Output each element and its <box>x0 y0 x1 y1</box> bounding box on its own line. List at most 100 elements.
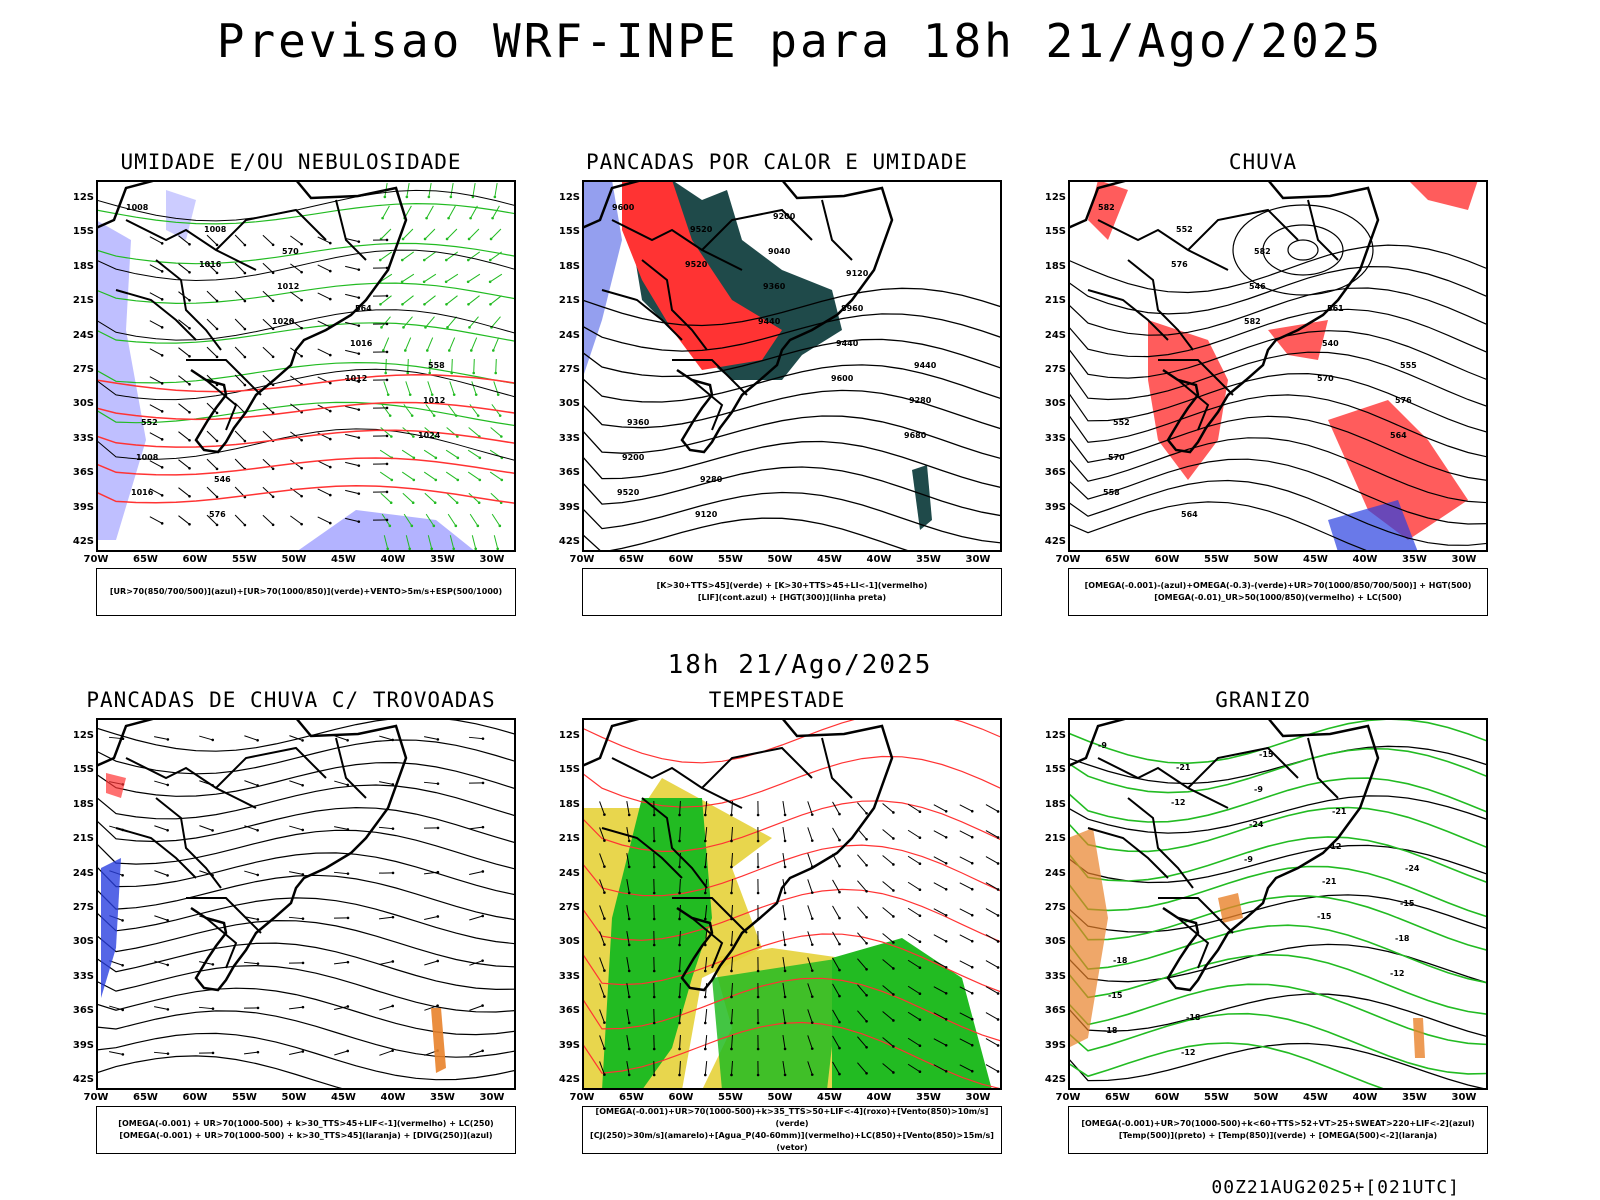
latitude-label: 30S <box>72 936 94 948</box>
contour-value-label: 555 <box>1400 361 1417 370</box>
longitude-label: 70W <box>1055 554 1081 565</box>
latitude-label: 36S <box>72 1005 94 1017</box>
latitude-label: 27S <box>72 902 94 913</box>
contour-value-label: -12 <box>1181 1048 1195 1057</box>
longitude-label: 65W <box>133 554 158 565</box>
latitude-label: 12S <box>558 192 580 203</box>
longitude-label: 50W <box>281 554 307 565</box>
longitude-label: 65W <box>619 554 644 565</box>
contour-value-label: -9 <box>1244 855 1253 864</box>
latitude-label: 27S <box>1044 364 1066 375</box>
contour-value-label: 576 <box>1171 260 1188 269</box>
contour-value-label: 9600 <box>612 203 635 212</box>
latitude-label: 39S <box>72 501 94 513</box>
longitude-label: 50W <box>1253 1092 1279 1103</box>
longitude-label: 35W <box>430 554 455 565</box>
latitude-label: 27S <box>1044 902 1066 913</box>
contour-value-label: 540 <box>1322 339 1339 348</box>
contour-value-label: 1020 <box>272 317 295 326</box>
latitude-label: 36S <box>558 467 580 479</box>
latitude-label: 24S <box>1044 329 1066 341</box>
longitude-label: 70W <box>83 554 109 565</box>
longitude-label: 65W <box>619 1092 644 1103</box>
contour-value-label: -18 <box>1113 956 1128 965</box>
panel-title: PANCADAS POR CALOR E UMIDADE <box>585 150 968 174</box>
longitude-label: 40W <box>1352 554 1378 565</box>
latitude-label: 42S <box>1044 1074 1066 1085</box>
caption-line: [UR>70(850/700/500)](azul)+[UR>70(1000/8… <box>109 587 503 596</box>
contour-value-label: 1024 <box>418 431 441 440</box>
latitude-label: 36S <box>72 467 94 479</box>
latitude-label: 39S <box>558 1039 580 1051</box>
latitude-label: 42S <box>1044 536 1066 547</box>
latitude-label: 42S <box>558 536 580 547</box>
latitude-label: 21S <box>1044 833 1066 845</box>
contour-value-label: 9600 <box>831 374 854 383</box>
contour-value-label: 9680 <box>904 431 927 440</box>
longitude-label: 50W <box>767 1092 793 1103</box>
panel-legend-caption: [OMEGA(-0.001)-(azul)+OMEGA(-0.3)-(verde… <box>1068 568 1488 616</box>
longitude-label: 40W <box>380 554 406 565</box>
latitude-label: 36S <box>1044 1005 1066 1017</box>
panel-legend-caption: [UR>70(850/700/500)](azul)+[UR>70(1000/8… <box>96 568 516 616</box>
contour-value-label: -15 <box>1317 912 1332 921</box>
latitude-label: 24S <box>558 329 580 341</box>
latitude-label: 39S <box>1044 501 1066 513</box>
latitude-label: 18S <box>72 798 94 810</box>
contour-value-label: 570 <box>1317 374 1334 383</box>
contour-value-label: -18 <box>1395 934 1410 943</box>
latitude-label: 21S <box>1044 295 1066 307</box>
latitude-label: 18S <box>1044 798 1066 810</box>
caption-line: [Temp(500)](preto) + [Temp(850)](verde) … <box>1118 1131 1438 1140</box>
forecast-map <box>582 718 1002 1090</box>
contour-value-label: 570 <box>282 247 299 256</box>
latitude-label: 15S <box>558 764 580 776</box>
contour-value-label: -15 <box>1400 899 1415 908</box>
contour-value-label: 9120 <box>846 269 869 278</box>
latitude-label: 33S <box>558 970 580 982</box>
contour-value-label: 9520 <box>690 225 713 234</box>
contour-value-label: -12 <box>1327 842 1341 851</box>
latitude-label: 27S <box>72 364 94 375</box>
panel-legend-caption: [OMEGA(-0.001)+UR>70(1000-500)+k>35_TTS>… <box>582 1106 1002 1154</box>
latitude-label: 33S <box>1044 970 1066 982</box>
latitude-label: 12S <box>72 730 94 741</box>
contour-value-label: -21 <box>1322 877 1337 886</box>
latitude-label: 15S <box>1044 226 1066 238</box>
longitude-label: 60W <box>668 554 694 565</box>
longitude-label: 35W <box>1402 1092 1427 1103</box>
contour-value-label: 546 <box>214 475 231 484</box>
longitude-label: 30W <box>1451 554 1477 565</box>
latitude-label: 36S <box>558 1005 580 1017</box>
panel-title: TEMPESTADE <box>708 688 846 712</box>
longitude-label: 60W <box>1154 554 1180 565</box>
longitude-label: 35W <box>916 1092 941 1103</box>
latitude-label: 18S <box>72 260 94 272</box>
contour-value-label: 9280 <box>700 475 723 484</box>
contour-value-label: 9440 <box>758 317 781 326</box>
longitude-label: 70W <box>83 1092 109 1103</box>
forecast-map <box>96 718 516 1090</box>
longitude-label: 35W <box>1402 554 1427 565</box>
contour-value-label: 576 <box>1395 396 1412 405</box>
panel-title: GRANIZO <box>1215 688 1311 712</box>
contour-value-label: 1016 <box>199 260 222 269</box>
latitude-label: 33S <box>72 432 94 444</box>
latitude-label: 24S <box>72 329 94 341</box>
longitude-label: 30W <box>1451 1092 1477 1103</box>
contour-value-label: 9440 <box>914 361 937 370</box>
contour-value-label: 582 <box>1254 247 1271 256</box>
panel-title: UMIDADE E/OU NEBULOSIDADE <box>120 150 462 174</box>
latitude-label: 24S <box>558 867 580 879</box>
latitude-label: 21S <box>558 295 580 307</box>
latitude-label: 15S <box>1044 764 1066 776</box>
longitude-label: 55W <box>718 1092 743 1103</box>
latitude-label: 33S <box>558 432 580 444</box>
latitude-label: 12S <box>72 192 94 203</box>
contour-value-label: -24 <box>1249 820 1264 829</box>
main-title: Previsao WRF-INPE para 18h 21/Ago/2025 <box>216 14 1384 68</box>
longitude-label: 30W <box>479 554 505 565</box>
latitude-label: 36S <box>1044 467 1066 479</box>
latitude-label: 30S <box>558 398 580 410</box>
longitude-label: 45W <box>817 554 842 565</box>
